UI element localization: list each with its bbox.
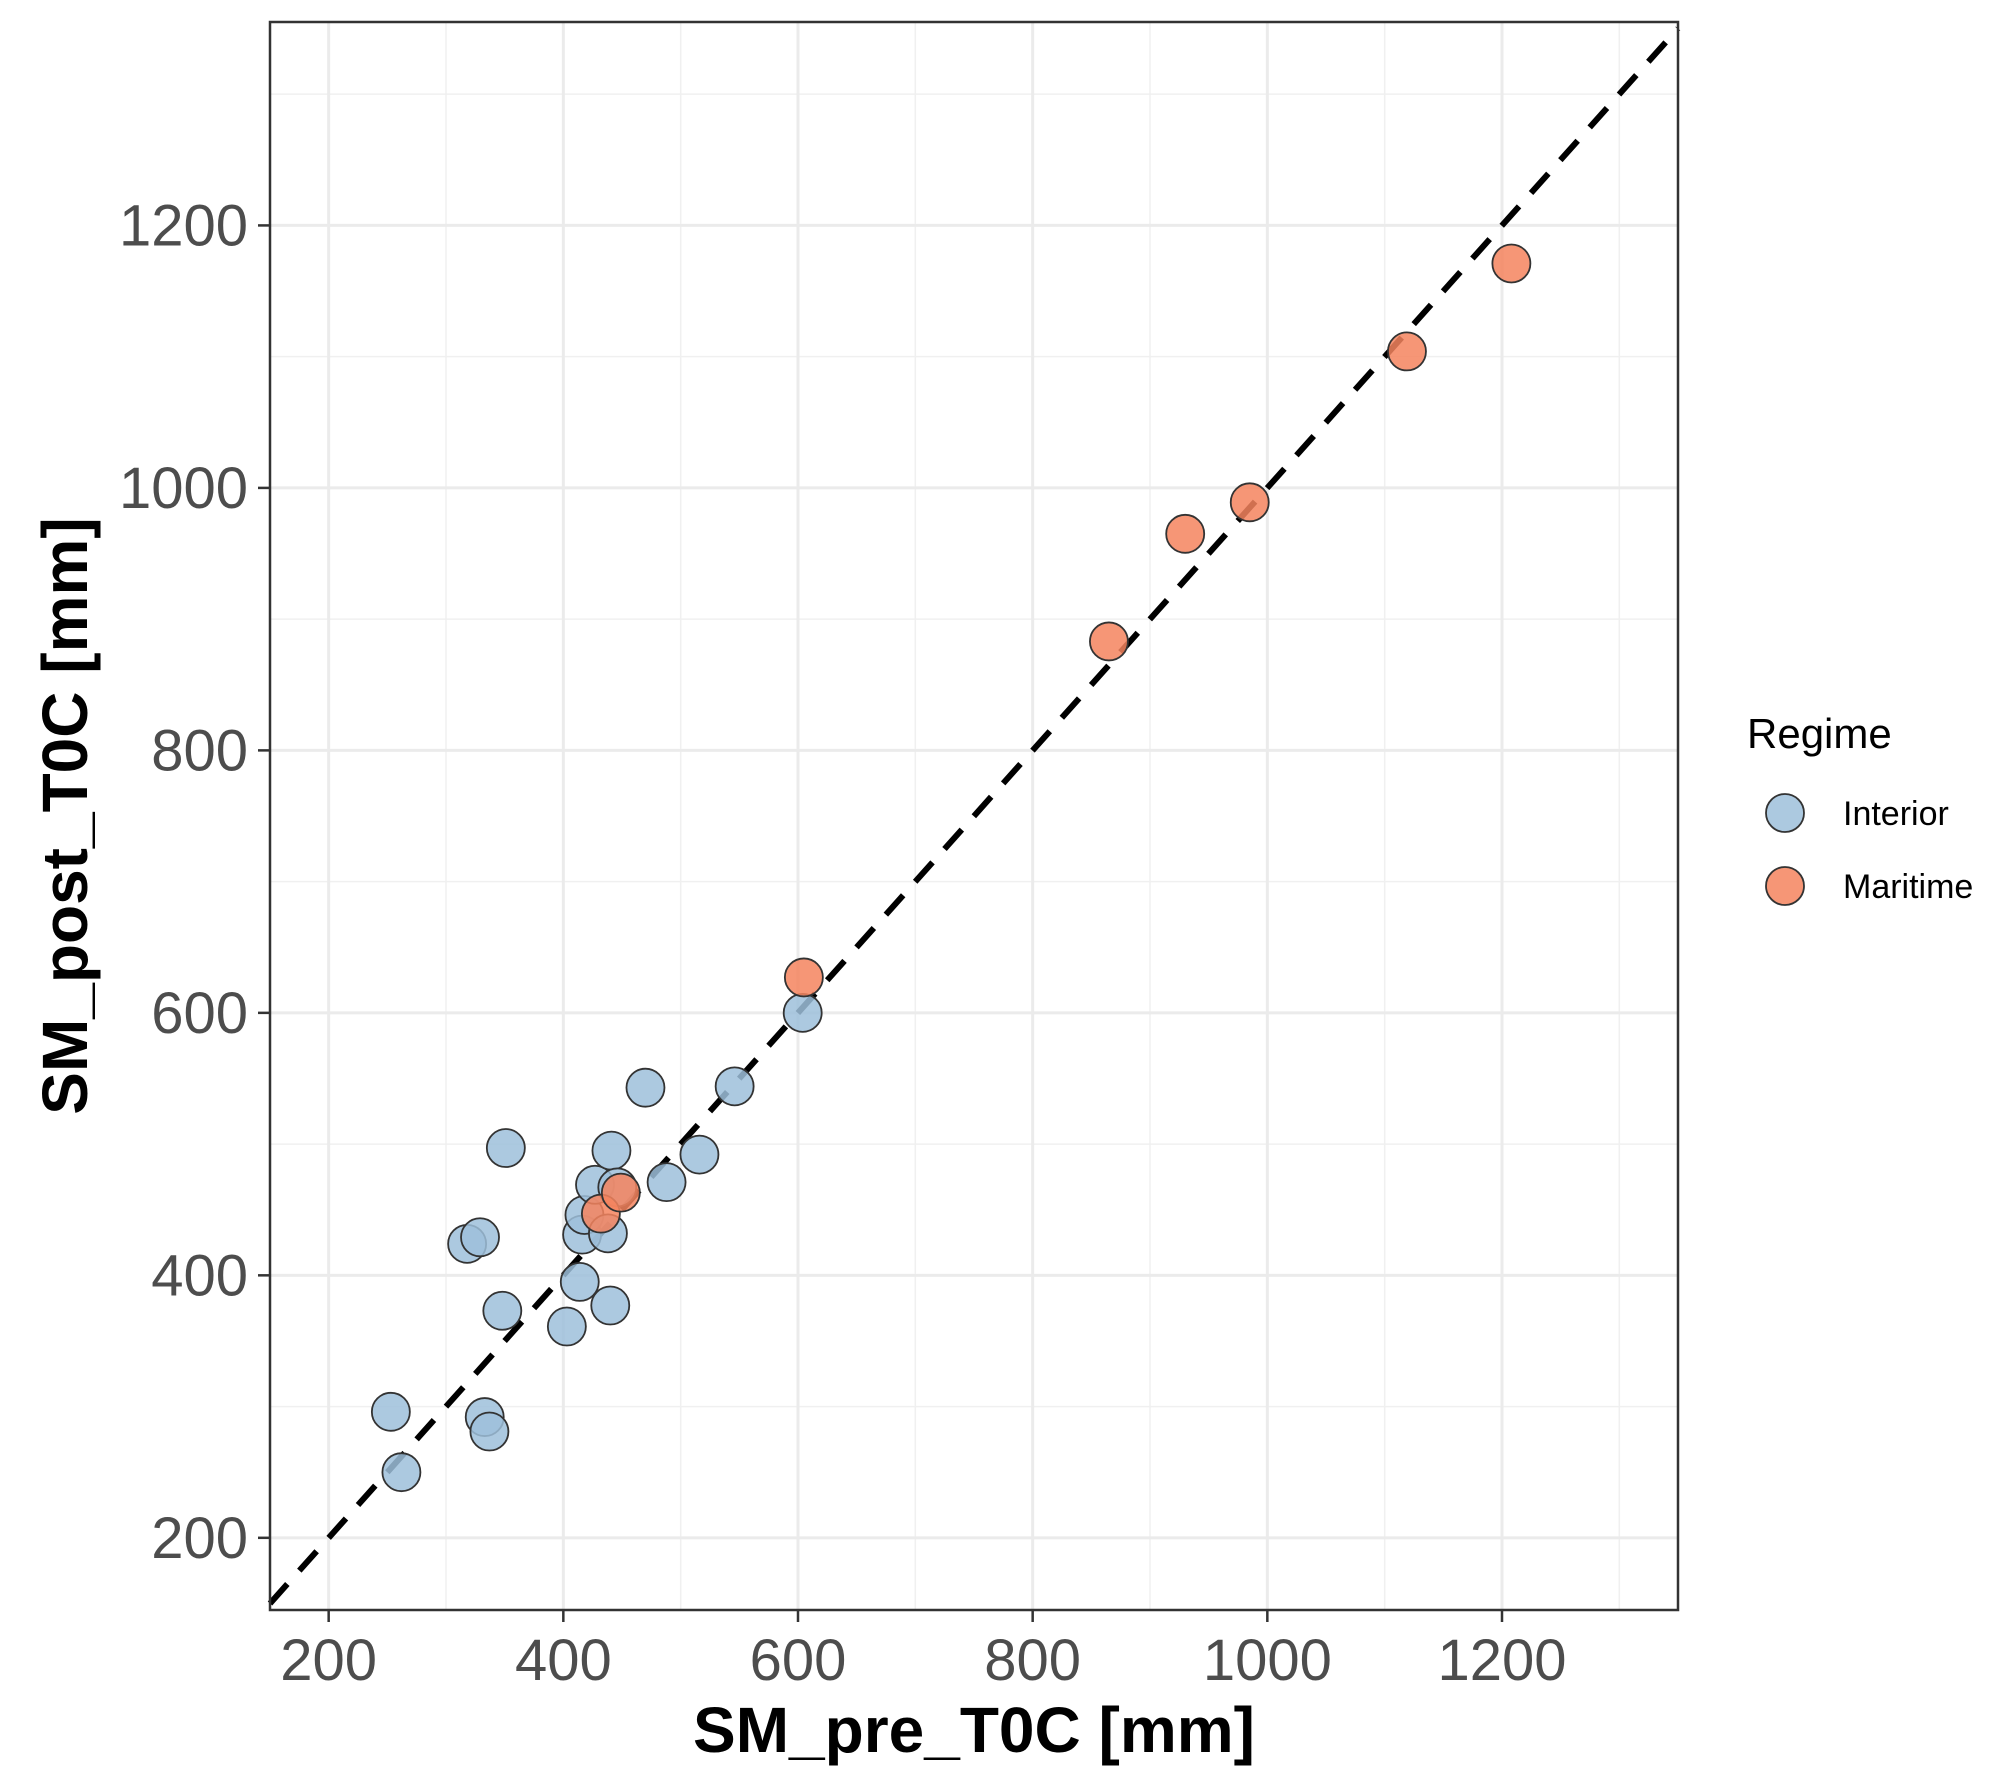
y-tick-label: 1000 [119,456,248,521]
point-interior [590,1285,631,1326]
point-interior [591,1130,632,1171]
point-maritime [1491,243,1532,284]
legend-label-interior: Interior [1843,795,1949,833]
point-interior [485,1128,526,1168]
point-interior [782,992,823,1033]
point-maritime [783,957,824,998]
y-tick-label: 200 [151,1506,248,1571]
point-interior [482,1290,523,1331]
point-maritime [1229,482,1270,523]
x-tick-label: 1200 [1437,1628,1566,1693]
x-tick-label: 200 [280,1628,377,1693]
y-tick-label: 600 [151,981,248,1046]
point-interior [469,1411,510,1452]
legend: Regime Interior Maritime [1747,710,1973,906]
point-interior [460,1217,500,1258]
point-maritime [1165,513,1206,554]
point-maritime [600,1172,641,1213]
point-interior [646,1162,687,1203]
point-maritime [1387,331,1427,372]
legend-label-maritime: Maritime [1843,868,1973,906]
y-axis-title: SM_post_T0C [mm] [29,517,101,1114]
legend-title: Regime [1747,710,1892,757]
x-tick-label: 400 [515,1628,612,1693]
point-interior [559,1262,600,1302]
y-axis-ticks: 200 400 600 800 1000 1200 [119,193,270,1571]
point-interior [370,1391,411,1432]
plot-panel-border [268,20,1680,1612]
y-tick-label: 1200 [119,193,248,258]
point-interior [679,1134,720,1175]
major-gridlines [270,22,1678,1610]
point-interior [546,1306,587,1347]
data-points [370,243,1532,1493]
point-interior [381,1452,422,1493]
x-tick-label: 600 [750,1628,847,1693]
legend-items: Interior Maritime [1765,793,1973,906]
y-tick-label: 800 [151,718,248,783]
x-tick-label: 800 [984,1628,1081,1693]
x-axis-ticks: 200 400 600 800 1000 1200 [280,1610,1567,1693]
identity-reference-line [267,26,1681,1606]
legend-key-maritime [1765,866,1805,906]
y-tick-label: 400 [151,1243,248,1308]
x-tick-label: 1000 [1203,1628,1332,1693]
x-axis-title: SM_pre_T0C [mm] [693,1694,1255,1766]
point-interior [714,1066,755,1107]
point-maritime [1089,621,1129,662]
minor-gridlines [270,22,1678,1610]
legend-key-interior [1765,793,1805,833]
point-interior [625,1067,666,1108]
